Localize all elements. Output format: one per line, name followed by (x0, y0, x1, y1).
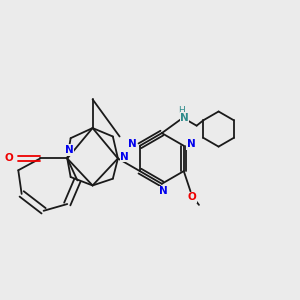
Text: H: H (178, 106, 184, 115)
Text: N: N (187, 139, 196, 149)
Text: N: N (180, 113, 189, 123)
Text: O: O (188, 193, 197, 202)
Text: N: N (159, 186, 168, 196)
Text: N: N (128, 139, 137, 149)
Text: O: O (4, 153, 13, 164)
Text: N: N (64, 145, 73, 155)
Text: N: N (120, 152, 129, 162)
